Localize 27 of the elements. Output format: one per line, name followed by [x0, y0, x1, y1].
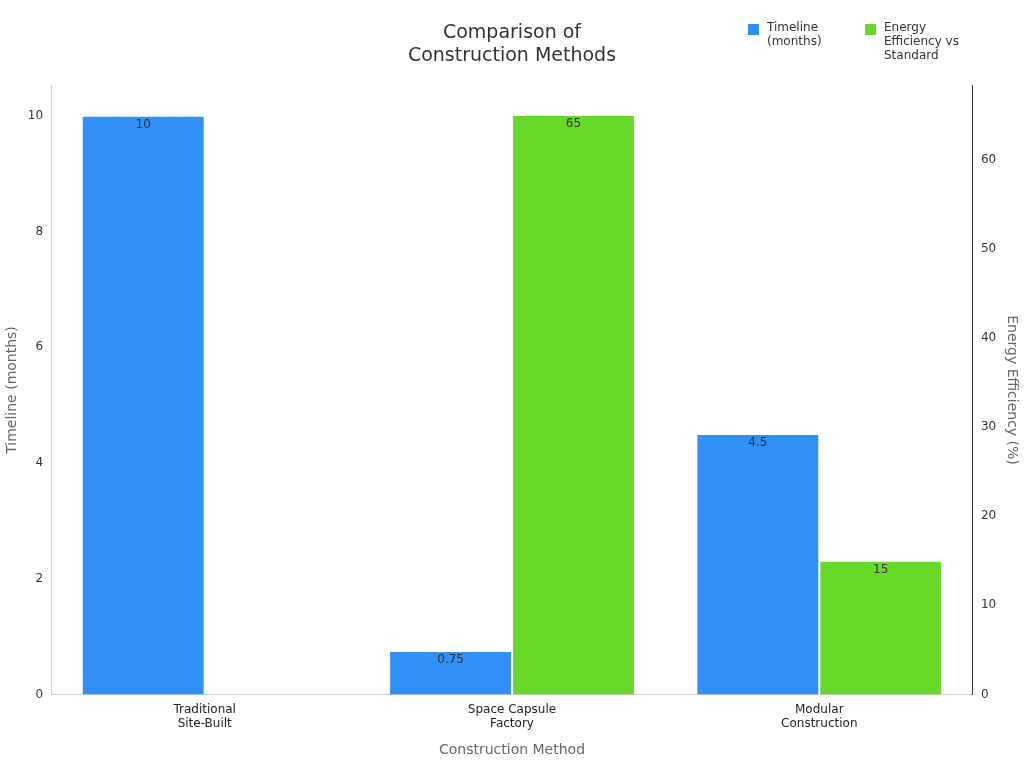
y-tick-label: 4	[35, 455, 44, 470]
y2-tick-label: 10	[980, 597, 997, 612]
data-label: 10	[135, 116, 151, 131]
data-label: 15	[873, 561, 889, 576]
data-label: 65	[565, 116, 582, 131]
x-axis-title: Construction Method	[438, 741, 586, 758]
y-tick-label: 0	[35, 686, 44, 701]
chart-title: Comparison of Construction Methods	[407, 20, 617, 66]
y2-tick-label: 20	[980, 508, 997, 523]
y-tick-label: 2	[35, 570, 44, 585]
legend-label: Timeline (months)	[767, 20, 823, 48]
y2-axis-title: Energy Efficiency (%)	[1004, 315, 1021, 465]
data-label: 0.75	[437, 652, 464, 667]
x-tick-label: Traditional Site-Built	[172, 701, 236, 731]
y2-tick-label: 40	[980, 329, 997, 344]
y2-tick-label: 30	[980, 419, 997, 434]
y2-tick-label: 60	[980, 151, 997, 166]
data-label: 4.5	[748, 435, 768, 450]
y-tick-label: 6	[35, 339, 44, 354]
x-tick-label: Modular Construction	[781, 701, 858, 731]
y-tick-label: 8	[35, 223, 44, 238]
legend-label: Energy Efficiency vs Standard	[884, 20, 960, 62]
y2-tick-label: 0	[980, 686, 989, 701]
x-tick-label: Space Capsule Factory	[467, 701, 557, 731]
y-axis-title: Timeline (months)	[3, 326, 20, 455]
y-tick-label: 10	[27, 107, 44, 122]
y2-tick-label: 50	[980, 240, 997, 255]
